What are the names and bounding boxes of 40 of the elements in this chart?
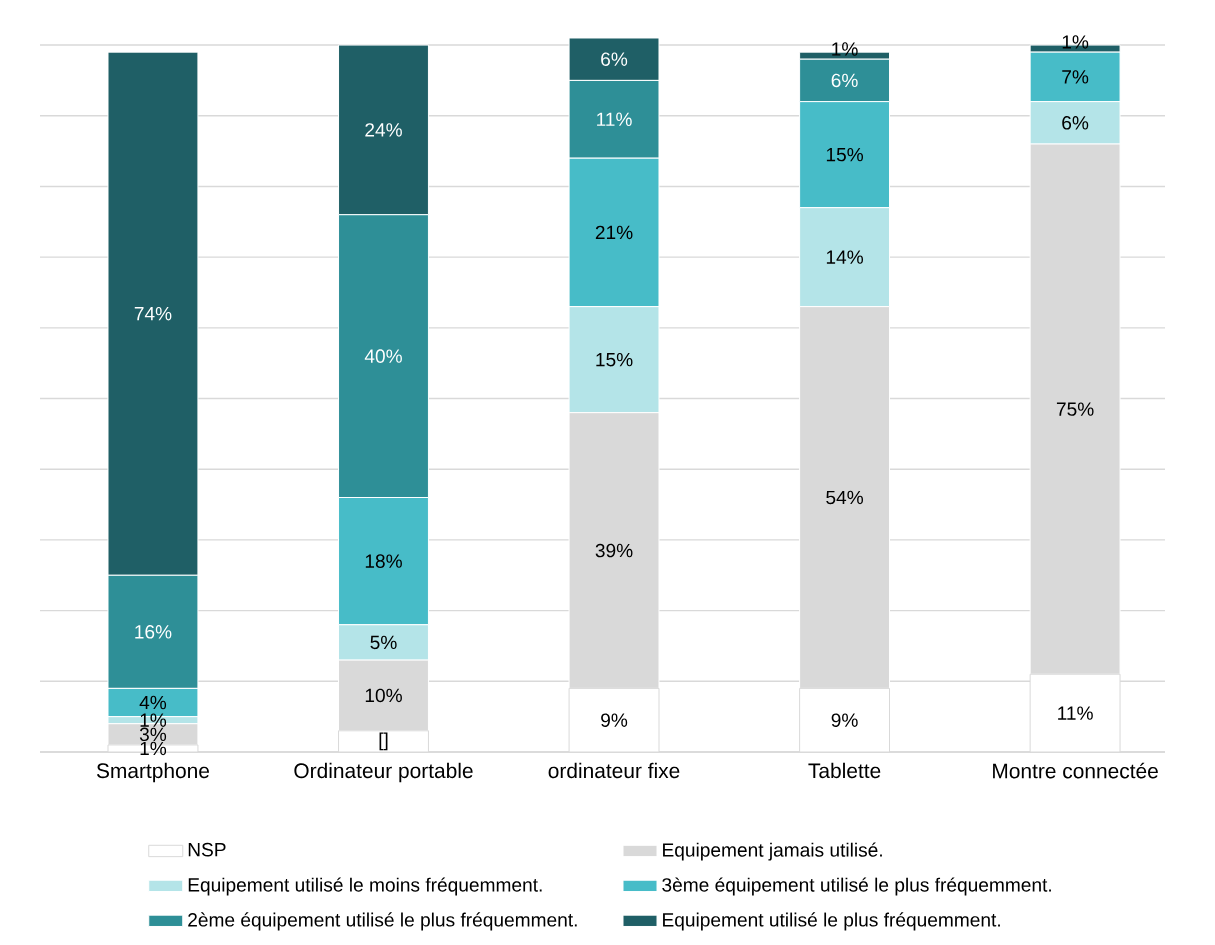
data-label: 16% — [135, 625, 172, 639]
data-label: 1% — [832, 42, 858, 56]
data-label: 24% — [365, 123, 402, 137]
data-label: 5% — [370, 635, 397, 650]
x-tick-label: Tablette — [808, 762, 881, 779]
data-label: 10% — [365, 688, 402, 703]
data-label: 6% — [1062, 116, 1089, 130]
data-label: 54% — [826, 490, 864, 505]
legend-label: Equipement utilisé le plus fréquemment. — [663, 912, 1000, 931]
data-label: 21% — [595, 225, 633, 240]
data-label: [] — [379, 732, 388, 751]
data-label: 15% — [596, 352, 633, 367]
legend-label: 2ème équipement utilisé le plus fréquemment. — [188, 912, 577, 931]
data-label: 1% — [140, 741, 167, 756]
data-label: 14% — [826, 250, 864, 264]
data-label: 6% — [831, 73, 858, 88]
x-tick-label: Smartphone — [96, 762, 209, 783]
data-label: 4% — [139, 695, 167, 710]
data-label: 11% — [597, 112, 632, 126]
data-label: 9% — [831, 713, 858, 727]
data-label: 15% — [826, 147, 864, 162]
data-label: 7% — [1062, 70, 1089, 84]
legend-label: 3ème équipement utilisé le plus fréquemment. — [662, 877, 1051, 896]
legend-label: NSP — [188, 842, 226, 857]
data-label: 1% — [1062, 35, 1089, 49]
data-label: 18% — [365, 554, 402, 568]
data-label: 11% — [1058, 706, 1093, 720]
data-label: 40% — [364, 349, 402, 363]
data-label: 39% — [595, 543, 633, 558]
legend-label: Equipement jamais utilisé. — [663, 842, 882, 861]
data-label: 3% — [139, 727, 167, 742]
x-tick-label: Ordinateur portable — [294, 762, 473, 783]
data-label: 9% — [601, 713, 628, 727]
x-tick-label: Montre connectée — [993, 762, 1158, 779]
x-tick-label: ordinateur fixe — [548, 762, 680, 779]
legend-label: Equipement utilisé le moins fréquemment. — [188, 877, 542, 896]
data-label: 74% — [134, 306, 172, 321]
data-label: 1% — [140, 713, 167, 727]
data-label: 75% — [1056, 402, 1094, 416]
data-label: 6% — [601, 52, 628, 66]
